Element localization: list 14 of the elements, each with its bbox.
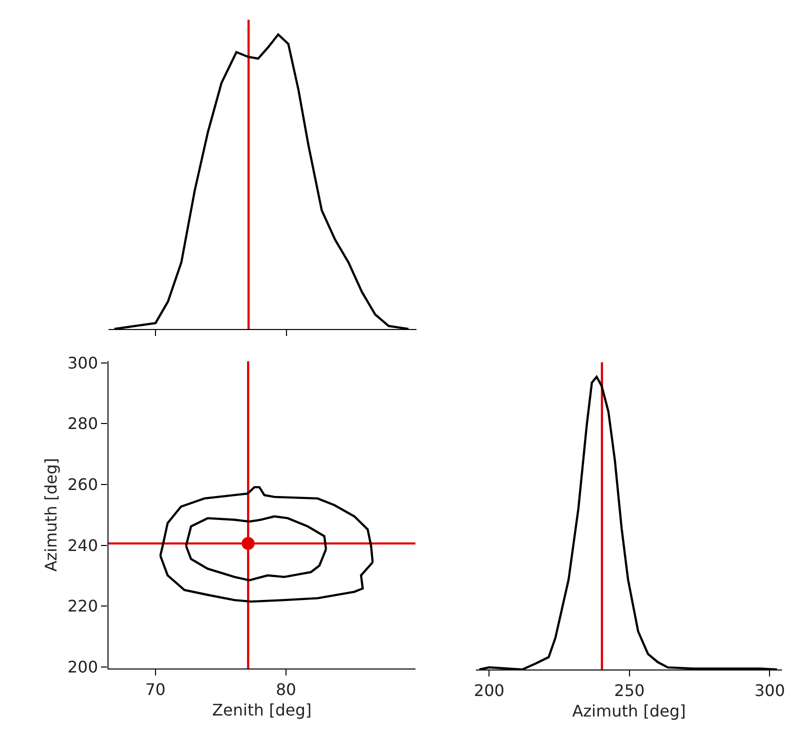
x-tick-label: 250 — [614, 680, 645, 700]
x-tick-label: 200 — [474, 680, 504, 700]
y-axis-title: Azimuth [deg] — [41, 458, 60, 572]
y-tick-label: 300 — [67, 353, 98, 372]
y-tick-label: 240 — [67, 536, 98, 555]
y-tick-label: 280 — [67, 414, 98, 434]
y-tick-label: 200 — [67, 658, 98, 677]
x-tick-label: 300 — [754, 680, 785, 700]
x-tick-label: 70 — [145, 680, 166, 699]
y-tick-label: 260 — [67, 475, 98, 494]
y-tick-label: 220 — [67, 596, 98, 616]
x-axis-title: Zenith [deg] — [212, 700, 312, 720]
x-tick-label: 80 — [276, 680, 296, 699]
x-axis-title: Azimuth [deg] — [572, 701, 686, 720]
